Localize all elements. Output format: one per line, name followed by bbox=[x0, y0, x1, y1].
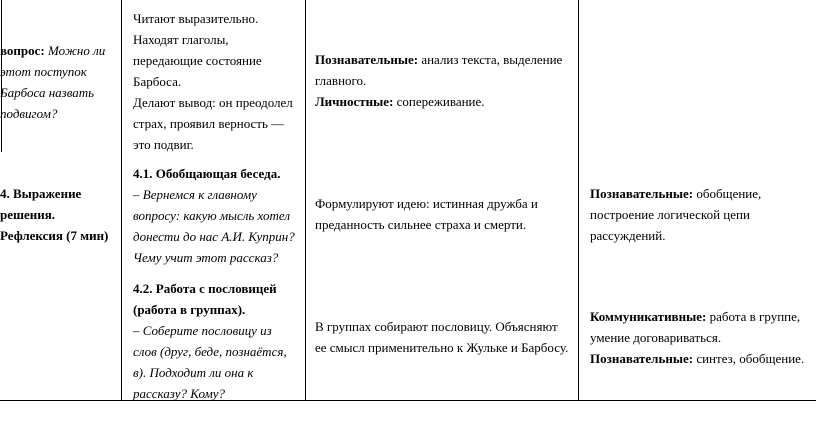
item: Коммуникативные: работа в группе, умение… bbox=[590, 306, 805, 348]
item: Познавательные: обобщение, построение ло… bbox=[590, 183, 780, 246]
text: Делают вывод: он преодолел страх, прояви… bbox=[133, 95, 293, 152]
item: Познавательные: синтез, обобщение. bbox=[590, 348, 805, 369]
cell: Формулируют идею: истинная дружба и пред… bbox=[315, 193, 555, 235]
text: анализ текста, выделение главного. bbox=[315, 52, 563, 88]
border bbox=[0, 400, 816, 401]
question: – Соберите пословицу из слов (друг, беде… bbox=[133, 323, 287, 401]
cell: Коммуникативные: работа в группе, умение… bbox=[590, 306, 805, 369]
text: синтез, обобщение. bbox=[696, 351, 805, 366]
cell: 4.2. Работа с пословицей (работа в групп… bbox=[133, 278, 298, 404]
text: обобщение, построение логической цепи ра… bbox=[590, 186, 762, 243]
text: сопереживание. bbox=[396, 94, 485, 109]
heading-text: 4.1. Обобщающая беседа. bbox=[133, 166, 281, 181]
question: – Вернемся к главному вопросу: какую мыс… bbox=[133, 187, 295, 265]
label: вопрос: bbox=[0, 43, 45, 58]
border bbox=[121, 0, 122, 401]
text: Можно ли этот поступок Барбоса назвать п… bbox=[0, 43, 106, 121]
cell: Читают выразительно. Находят глаголы, пе… bbox=[133, 8, 298, 155]
item: Познавательные: анализ текста, выделение… bbox=[315, 49, 570, 91]
text: 4. Выражение решения. Рефлексия (7 мин) bbox=[0, 186, 109, 243]
label: Познавательные: bbox=[590, 186, 694, 201]
cell: вопрос: Можно ли этот поступок Барбоса н… bbox=[0, 40, 118, 124]
border bbox=[1, 0, 2, 152]
text: – Соберите пословицу из слов (друг, беде… bbox=[133, 320, 298, 404]
cell: Познавательные: анализ текста, выделение… bbox=[315, 49, 570, 112]
cell: 4.1. Обобщающая беседа. – Вернемся к гла… bbox=[133, 163, 298, 268]
cell: В группах собирают пословицу. Объясняют … bbox=[315, 316, 570, 358]
border bbox=[578, 0, 579, 401]
text: Формулируют идею: истинная дружба и пред… bbox=[315, 196, 538, 232]
heading: 4.2. Работа с пословицей (работа в групп… bbox=[133, 278, 298, 320]
text: В группах собирают пословицу. Объясняют … bbox=[315, 319, 569, 355]
text: Находят глаголы, передающие состояние Ба… bbox=[133, 32, 262, 89]
label: Познавательные: bbox=[315, 52, 419, 67]
label: Коммуникативные: bbox=[590, 309, 707, 324]
label: Личностные: bbox=[315, 94, 394, 109]
heading: 4.1. Обобщающая беседа. bbox=[133, 163, 298, 184]
item: Личностные: сопереживание. bbox=[315, 91, 570, 112]
text: – Вернемся к главному вопросу: какую мыс… bbox=[133, 184, 298, 268]
cell: 4. Выражение решения. Рефлексия (7 мин) bbox=[0, 183, 118, 246]
text: Читают выразительно. bbox=[133, 11, 259, 26]
text: работа в группе, умение договариваться. bbox=[590, 309, 801, 345]
label: Познавательные: bbox=[590, 351, 694, 366]
heading-text: 4.2. Работа с пословицей (работа в групп… bbox=[133, 281, 277, 317]
cell: Познавательные: обобщение, построение ло… bbox=[590, 183, 780, 246]
border bbox=[305, 0, 306, 401]
